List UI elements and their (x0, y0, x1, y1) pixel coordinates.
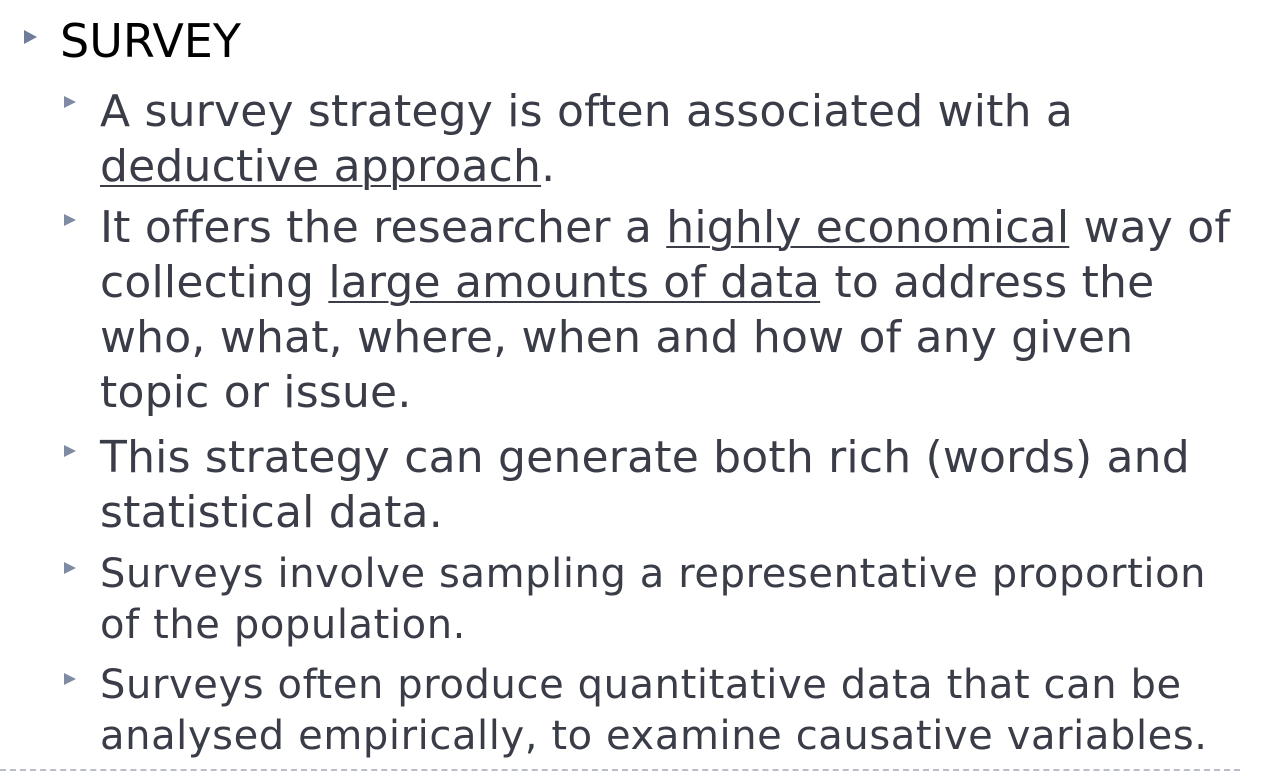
list-item-text: Surveys involve sampling a representativ… (100, 549, 1275, 651)
text-line: Surveys involve sampling a representativ… (100, 549, 1275, 600)
triangle-bullet-icon (64, 562, 76, 574)
list-item-text: This strategy can generate both rich (wo… (100, 430, 1275, 540)
list-item-text: A survey strategy is often associated wi… (100, 84, 1275, 194)
text-run: analysed empirically, to examine causati… (100, 713, 1208, 759)
text-run: to address the (820, 257, 1155, 308)
text-run: collecting (100, 257, 329, 308)
text-run: topic or issue. (100, 367, 412, 418)
text-run: This strategy can generate both rich (wo… (100, 432, 1190, 483)
text-run: of the population. (100, 602, 466, 648)
text-run: way of (1069, 202, 1231, 253)
text-line: A survey strategy is often associated wi… (100, 84, 1275, 139)
text-line: It offers the researcher a highly econom… (100, 200, 1275, 255)
underlined-term: highly economical (666, 202, 1070, 253)
slide-title: SURVEY (60, 14, 241, 68)
triangle-bullet-icon (64, 445, 76, 457)
list-item-text: It offers the researcher a highly econom… (100, 200, 1275, 420)
triangle-bullet-icon (64, 96, 76, 108)
underlined-term: deductive approach (100, 141, 542, 192)
triangle-bullet-icon (24, 30, 37, 44)
text-line: statistical data. (100, 485, 1275, 540)
triangle-bullet-icon (64, 214, 76, 226)
text-run: Surveys often produce quantitative data … (100, 662, 1182, 708)
text-run: It offers the researcher a (100, 202, 667, 253)
text-run: Surveys involve sampling a representativ… (100, 551, 1207, 597)
text-line: of the population. (100, 600, 1275, 651)
triangle-bullet-icon (64, 673, 76, 685)
text-line: collecting large amounts of data to addr… (100, 255, 1275, 310)
text-line: deductive approach. (100, 139, 1275, 194)
text-run: who, what, where, when and how of any gi… (100, 312, 1134, 363)
text-line: Surveys often produce quantitative data … (100, 660, 1275, 711)
text-line: This strategy can generate both rich (wo… (100, 430, 1275, 485)
list-item-text: Surveys often produce quantitative data … (100, 660, 1275, 762)
text-line: topic or issue. (100, 365, 1275, 420)
bottom-divider (0, 769, 1240, 771)
underlined-term: large amounts of data (328, 257, 821, 308)
text-line: who, what, where, when and how of any gi… (100, 310, 1275, 365)
text-run: . (541, 141, 556, 192)
text-run: A survey strategy is often associated wi… (100, 86, 1074, 137)
text-run: statistical data. (100, 487, 443, 538)
text-line: analysed empirically, to examine causati… (100, 711, 1275, 762)
